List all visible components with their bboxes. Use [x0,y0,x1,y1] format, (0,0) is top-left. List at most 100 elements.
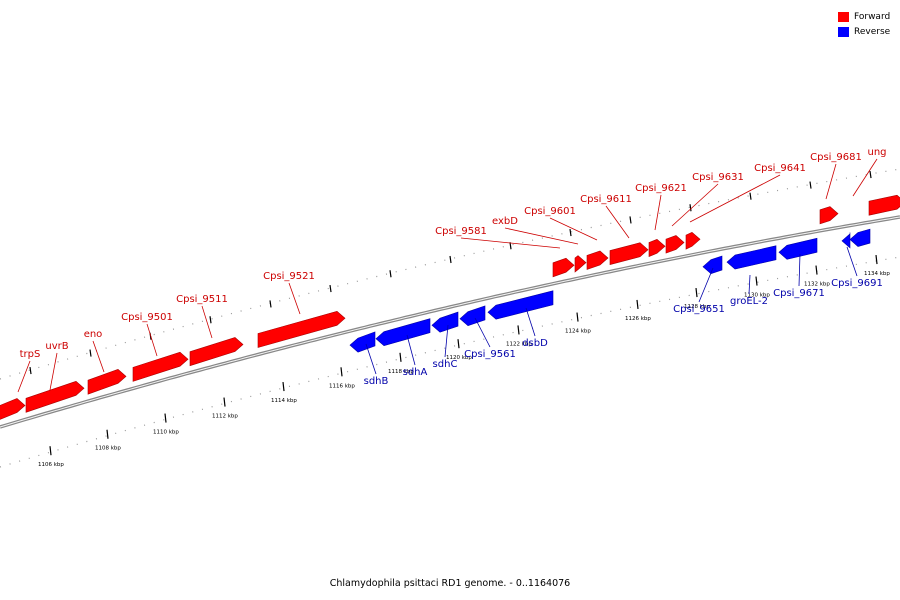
scale-tick-label-13: 1132 kbp [804,282,830,288]
reverse-gene-9 [849,228,871,247]
legend-reverse-label: Reverse [854,26,891,37]
scale-tick-mark-5 [340,367,343,377]
scale-tick-label-1: 1108 kbp [95,446,121,452]
scale-tick-label-0: 1106 kbp [38,462,64,468]
forward-track-tick [509,242,512,250]
forward-leader-6 [460,237,561,249]
backbone-highlight [0,216,900,428]
reverse-leader-1 [406,334,416,366]
forward-gene-label-4: Cpsi_9511 [176,294,228,305]
forward-leader-3 [146,323,158,357]
legend: Forward Reverse [838,9,900,39]
scale-tick-label-9: 1124 kbp [565,329,591,335]
scale-tick-mark-6 [399,352,402,362]
forward-gene-label-13: Cpsi_9681 [810,152,862,163]
forward-gene-label-9: Cpsi_9611 [580,194,632,205]
forward-leader-10 [654,194,662,231]
forward-gene-label-0: trpS [20,349,41,360]
reverse-gene-label-8: Cpsi_9691 [831,278,883,289]
legend-forward-label: Forward [854,11,891,22]
forward-gene-6 [552,257,575,278]
forward-leader-8 [549,217,598,241]
forward-track-tick [329,284,332,293]
legend-item-forward: Forward [838,9,900,24]
scale-tick-label-8: 1122 kbp [506,341,532,347]
forward-gene-label-14: ung [867,147,886,158]
scale-tick-mark-0 [49,446,52,456]
reverse-gene-label-0: sdhB [364,376,389,387]
forward-gene-11 [665,235,685,254]
forward-gene-12 [685,231,701,250]
forward-track-tick [389,270,392,278]
forward-leader-5 [288,282,301,315]
forward-leader-7 [504,227,579,245]
forward-leader-0 [17,360,31,393]
scale-tick-mark-8 [517,325,520,335]
forward-track-tick [449,255,452,264]
scale-tick-label-12: 1130 kbp [744,293,770,299]
reverse-leader-2 [444,324,449,358]
forward-leader-11 [671,183,719,227]
forward-gene-7 [574,255,587,273]
scale-tick-mark-1 [106,429,109,439]
forward-gene-label-6: Cpsi_9581 [435,226,487,237]
reverse-gene-4 [487,290,554,320]
forward-track-tick [749,192,752,200]
legend-item-reverse: Reverse [838,24,900,39]
forward-gene-label-10: Cpsi_9621 [635,183,687,194]
forward-track-tick [569,228,572,237]
reverse-gene-6 [726,245,777,270]
forward-gene-label-8: Cpsi_9601 [524,206,576,217]
forward-dotted-track [0,168,900,380]
reverse-gene-8 [841,232,851,249]
forward-gene-8 [586,250,609,270]
reverse-gene-0 [349,331,376,353]
forward-gene-2 [87,369,127,395]
scale-tick-label-6: 1118 kbp [388,369,414,375]
forward-leader-14 [852,158,878,197]
reverse-leader-6 [748,274,751,295]
reverse-gene-2 [431,311,459,333]
scale-tick-mark-10 [636,299,639,310]
forward-leader-13 [825,163,837,200]
reverse-gene-label-4: dsbD [522,338,548,349]
forward-gene-0 [0,398,26,420]
reverse-leader-7 [798,253,801,287]
forward-gene-14 [868,194,900,216]
forward-gene-13 [819,206,839,225]
reverse-swatch [838,26,849,37]
reverse-leader-8 [846,246,858,277]
scale-tick-mark-14 [875,254,878,265]
reverse-gene-label-3: Cpsi_9561 [464,349,516,360]
forward-track-tick [89,349,92,357]
reverse-gene-label-1: sdhA [403,367,428,378]
forward-leader-4 [201,305,213,339]
reverse-gene-7 [778,237,818,260]
genome-caption: Chlamydophila psittaci RD1 genome. - 0..… [329,578,571,589]
forward-gene-10 [648,238,666,257]
forward-swatch [838,11,849,22]
forward-gene-label-11: Cpsi_9631 [692,172,744,183]
reverse-gene-5 [702,255,723,275]
forward-gene-9 [609,242,649,265]
forward-gene-label-3: Cpsi_9501 [121,312,173,323]
forward-track-tick [29,366,32,375]
scale-tick-mark-9 [576,312,579,322]
forward-track-tick [269,300,272,308]
scale-tick-label-2: 1110 kbp [153,430,179,436]
reverse-leader-3 [474,317,491,348]
forward-leader-9 [605,205,630,239]
scale-tick-mark-7 [457,339,460,349]
reverse-leader-0 [365,343,377,375]
reverse-gene-label-6: groEL-2 [730,296,768,307]
forward-gene-3 [132,351,189,382]
forward-gene-label-1: uvrB [45,341,68,352]
scale-tick-label-14: 1134 kbp [864,271,890,277]
scale-tick-mark-4 [282,381,285,392]
reverse-leader-4 [525,307,536,337]
scale-tick-mark-3 [223,397,226,407]
forward-leader-2 [92,340,105,373]
reverse-gene-label-7: Cpsi_9671 [773,288,825,299]
scale-tick-label-3: 1112 kbp [212,414,238,420]
